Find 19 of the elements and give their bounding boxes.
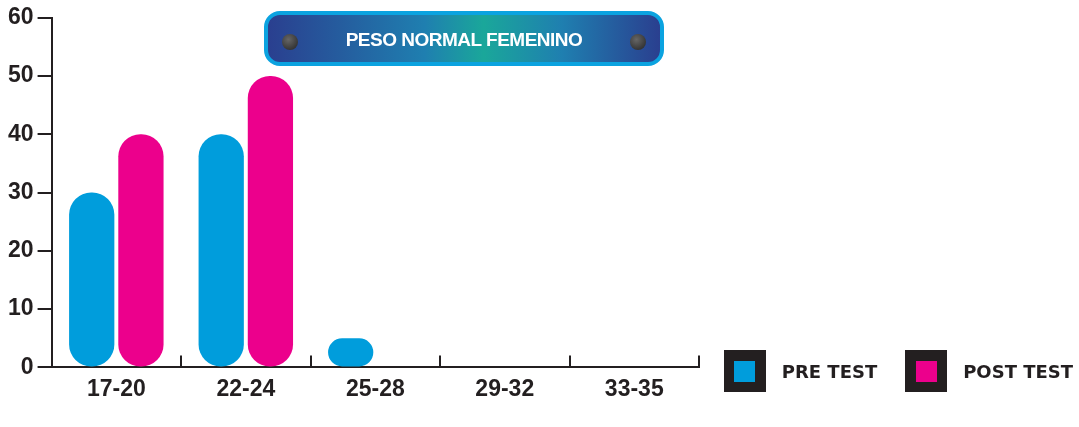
title-badge: PESO NORMAL FEMENINO	[264, 11, 664, 66]
bar	[198, 134, 244, 367]
legend-label: PRE TEST	[781, 360, 878, 382]
x-tick-label: 29-32	[475, 374, 535, 401]
bar	[247, 76, 294, 367]
bar	[118, 134, 164, 367]
y-tick-label: 50	[7, 61, 34, 88]
bar	[69, 192, 115, 367]
legend-label: POST TEST	[963, 360, 1073, 382]
x-tick-label: 17-20	[86, 374, 146, 401]
x-tick-label: 33-35	[604, 374, 664, 401]
x-tick-label: 22-24	[216, 374, 276, 401]
y-tick-label: 30	[7, 177, 34, 204]
y-tick-label: 0	[20, 352, 34, 379]
y-tick-label: 10	[7, 294, 34, 321]
x-tick-label: 25-28	[345, 374, 405, 401]
y-tick-label: 40	[7, 119, 34, 146]
y-tick-label: 20	[7, 236, 34, 263]
y-tick-label: 60	[7, 3, 34, 30]
